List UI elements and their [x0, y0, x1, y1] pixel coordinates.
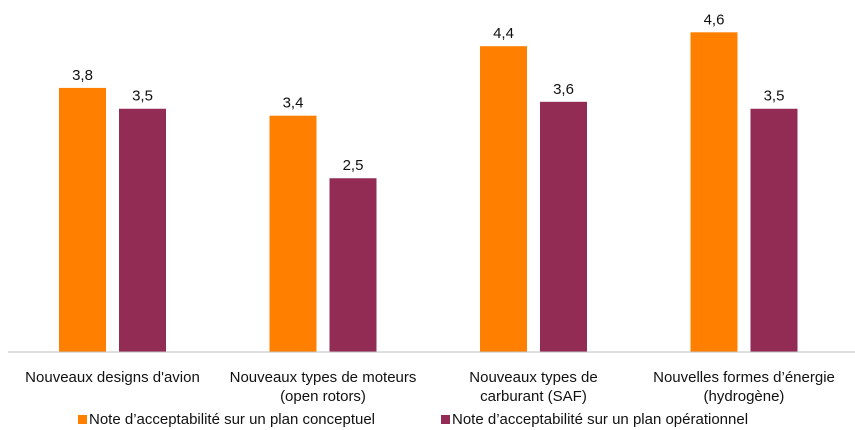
bar [59, 87, 106, 353]
value-label: 3,8 [72, 67, 93, 84]
bar [690, 32, 738, 353]
value-label: 2,5 [343, 157, 364, 174]
category-label: (open rotors) [280, 388, 366, 405]
bar [269, 115, 317, 352]
bar [540, 101, 587, 352]
value-label: 4,6 [704, 11, 725, 28]
legend-swatch [78, 415, 87, 424]
value-label: 3,6 [553, 81, 574, 98]
legend-swatch [441, 415, 450, 424]
value-label: 3,4 [283, 95, 304, 112]
legend-label: Note d’acceptabilité sur un plan concept… [89, 411, 375, 428]
value-label: 4,4 [493, 25, 514, 42]
legend-label: Note d’acceptabilité sur un plan opérati… [452, 411, 748, 428]
bar [750, 108, 798, 352]
category-label: (hydrogène) [704, 388, 785, 405]
bar [480, 46, 527, 352]
value-label: 3,5 [132, 88, 153, 105]
category-label: Nouvelles formes d’énergie [653, 369, 835, 386]
bar [119, 108, 166, 352]
category-label: Nouveaux types de [469, 369, 597, 386]
category-label: carburant (SAF) [480, 388, 587, 405]
value-label: 3,5 [764, 88, 785, 105]
bar [329, 178, 377, 352]
category-label: Nouveaux designs d'avion [25, 369, 200, 386]
category-label: Nouveaux types de moteurs [230, 369, 417, 386]
